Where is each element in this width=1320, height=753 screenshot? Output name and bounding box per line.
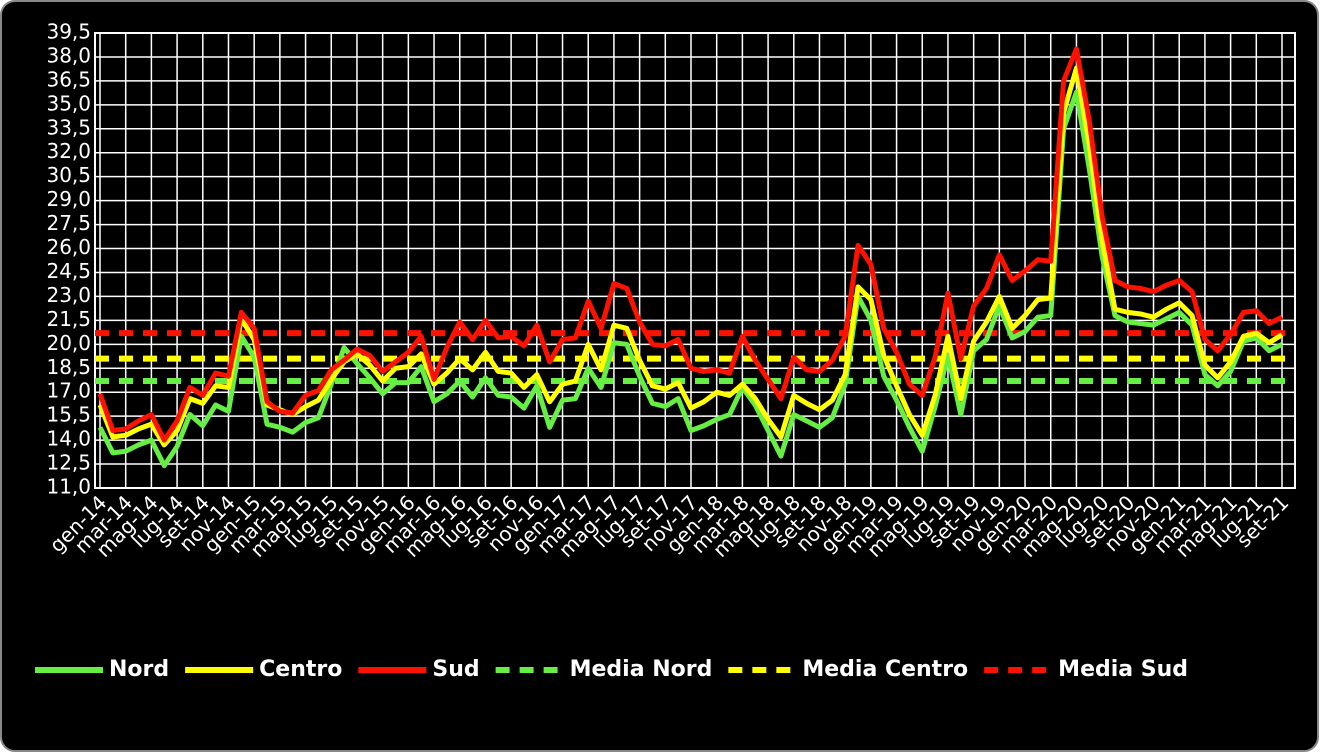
legend-label: Media Sud	[1058, 657, 1188, 682]
y-tick-label: 12,5	[46, 451, 91, 475]
y-tick-label: 18,5	[46, 355, 91, 379]
legend-label: Nord	[109, 657, 169, 682]
y-tick-label: 11,0	[46, 475, 91, 499]
legend-label: Media Centro	[802, 657, 968, 682]
y-tick-label: 14,0	[46, 427, 91, 451]
y-tick-label: 24,5	[46, 259, 91, 283]
plot-frame	[94, 32, 1296, 489]
y-tick-label: 27,5	[46, 211, 91, 235]
y-tick-label: 26,0	[46, 235, 91, 259]
y-tick-label: 33,5	[46, 115, 91, 139]
y-tick-label: 35,0	[46, 91, 91, 115]
legend-label: Media Nord	[570, 657, 713, 682]
y-tick-label: 23,0	[46, 283, 91, 307]
y-tick-label: 20,0	[46, 331, 91, 355]
y-tick-label: 15,5	[46, 403, 91, 427]
series-line	[97, 89, 1284, 469]
y-tick-label: 30,5	[46, 163, 91, 187]
series-line	[97, 46, 1284, 443]
y-tick-label: 38,0	[46, 43, 91, 67]
y-tick-label: 29,0	[46, 187, 91, 211]
y-tick-label: 32,0	[46, 139, 91, 163]
legend-label: Centro	[259, 657, 342, 682]
y-tick-label: 21,5	[46, 307, 91, 331]
y-tick-label: 36,5	[46, 67, 91, 91]
legend-label: Sud	[432, 657, 479, 682]
series-line	[97, 65, 1284, 448]
y-tick-label: 39,5	[46, 20, 91, 44]
y-tick-label: 17,0	[46, 379, 91, 403]
